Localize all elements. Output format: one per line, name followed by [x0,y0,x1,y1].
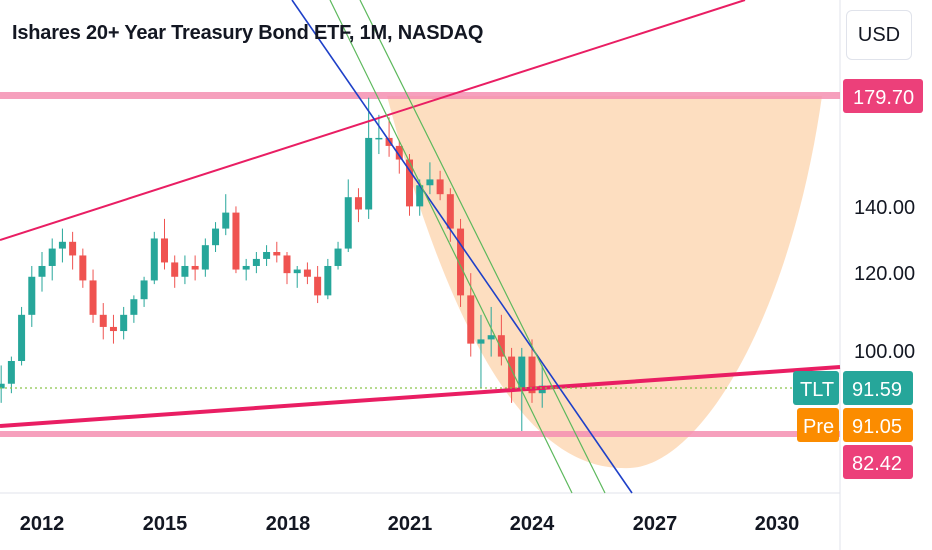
resistance-band [0,92,840,99]
y-tick-label: 120.00 [854,263,915,285]
candle-body [375,137,383,140]
candle-body [354,197,362,210]
candle-body [518,356,526,389]
candle-body [150,238,158,281]
candle-body [242,265,250,270]
resistance-level-badge: 179.70 [843,79,923,113]
last-price-value: 91.59 [852,379,902,401]
chart-title: Ishares 20+ Year Treasury Bond ETF, 1M, … [12,22,484,44]
candle-body [222,212,230,229]
parabolic-projection-fill [387,96,822,469]
y-tick-label: 140.00 [854,197,915,219]
candle-body [487,335,495,340]
candle-body [303,269,311,277]
candle-body [416,185,424,207]
candle-body [79,255,87,281]
upper-channel-line [0,0,746,241]
candle-body [212,228,220,246]
candle-body [467,295,475,344]
candle-body [7,360,15,384]
x-tick-label: 2030 [755,513,800,535]
last-price-ticker-badge: TLT 91.59 [793,371,913,405]
candle-body [314,276,322,296]
candle-body [263,252,271,259]
candle-body [508,356,516,389]
candle-body [120,314,128,332]
lower-channel-line [0,365,841,428]
candle-body [446,194,454,229]
candle-body [436,179,444,195]
candle-body [426,179,434,186]
candle-body [191,265,199,270]
support-level-value: 82.42 [852,453,902,475]
candle-body [0,383,5,389]
candle-body [365,137,373,210]
candle-body [58,241,66,249]
candle-body [252,258,260,266]
x-tick-label: 2012 [20,513,65,535]
candlestick-series [0,97,546,431]
candle-body [497,335,505,357]
candle-body [457,228,465,296]
x-tick-label: 2027 [633,513,678,535]
candle-body [273,252,281,256]
candle-body [334,248,342,266]
ticker-label: TLT [800,379,834,401]
candle-body [395,145,403,160]
candle-body [283,255,291,274]
resistance-level-value: 179.70 [853,87,914,109]
candle-body [324,265,332,296]
candle-body [181,265,189,277]
x-tick-label: 2015 [143,513,188,535]
green-downtrend-line-2 [329,0,573,494]
candle-body [528,356,536,394]
candle-body [201,245,209,270]
candle-body [89,280,97,315]
candle-body [477,339,485,344]
green-downtrend-line-1 [359,0,606,494]
candle-body [140,280,148,300]
x-tick-label: 2018 [266,513,311,535]
candle-body [99,314,107,327]
candle-body [38,265,46,277]
candle-body [18,314,26,361]
blue-downtrend-line [291,0,633,494]
premarket-label: Pre [803,416,834,438]
premarket-price-badge: Pre 91.05 [797,408,913,442]
x-tick-label: 2021 [388,513,433,535]
candle-body [69,241,77,256]
candle-body [109,326,117,332]
y-tick-label: 100.00 [854,341,915,363]
support-band [0,431,840,437]
candle-body [130,299,138,315]
premarket-price-value: 91.05 [852,416,902,438]
candle-body [344,197,352,249]
candle-body [48,248,56,266]
candle-body [293,269,301,274]
support-level-badge: 82.42 [843,445,913,479]
candle-body [161,238,168,263]
x-tick-label: 2024 [510,513,555,535]
currency-selector-button[interactable]: USD [846,10,912,60]
candle-body [232,212,240,270]
candle-body [28,276,36,315]
candle-body [171,262,179,277]
candle-body [406,159,413,207]
